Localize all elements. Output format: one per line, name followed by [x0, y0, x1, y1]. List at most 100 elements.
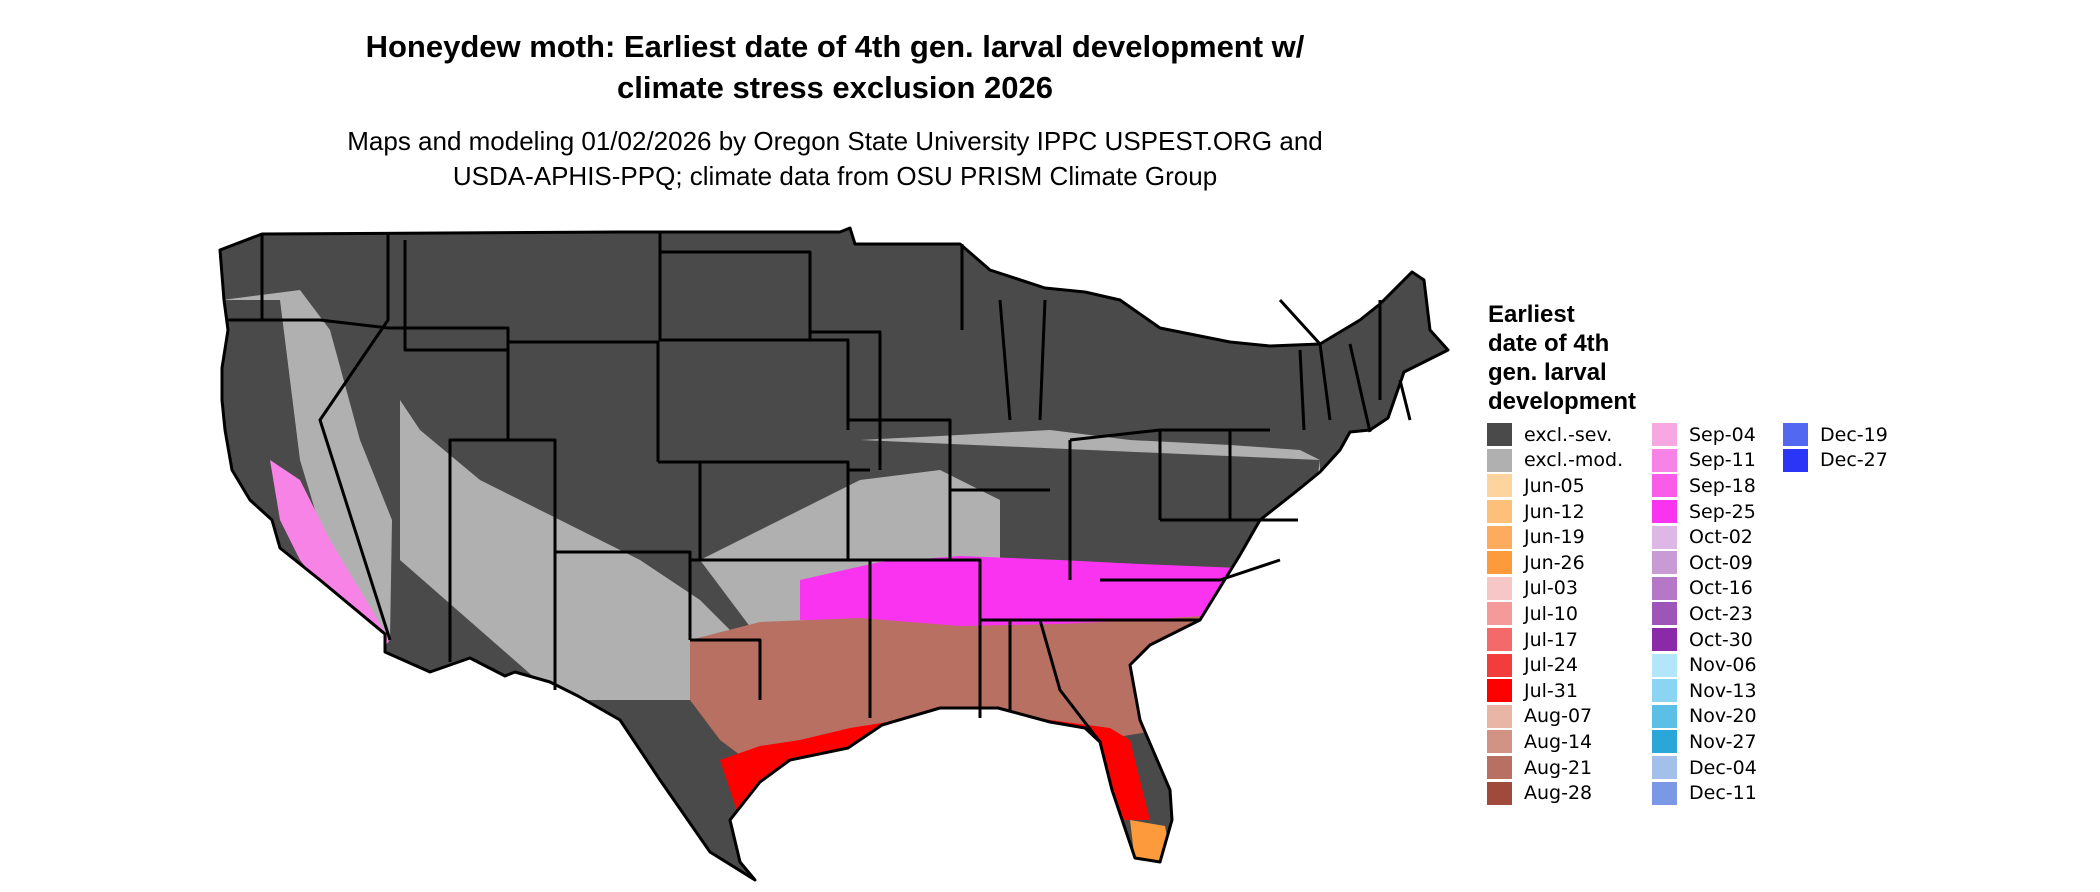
legend-item: Aug-28	[1487, 780, 1623, 806]
legend-swatch	[1487, 500, 1512, 524]
legend-label: Aug-14	[1524, 730, 1593, 753]
legend-swatch	[1652, 551, 1677, 575]
legend-item: Sep-11	[1652, 448, 1757, 474]
legend-column-1: excl.-sev. excl.-mod. Jun-05 Jun-12 Jun-19 Ju…	[1487, 422, 1623, 806]
legend-item: Jul-17	[1487, 627, 1623, 653]
legend-swatch	[1487, 781, 1512, 805]
legend-swatch	[1487, 474, 1512, 498]
map-title: Honeydew moth: Earliest date of 4th gen.…	[230, 26, 1440, 108]
legend-swatch	[1783, 423, 1808, 447]
legend-item: Aug-14	[1487, 729, 1623, 755]
legend-item: Oct-30	[1652, 627, 1757, 653]
map-fill-layer	[220, 228, 1448, 880]
legend-label: Oct-09	[1689, 551, 1753, 574]
legend-item: Aug-07	[1487, 704, 1623, 730]
legend-item: Sep-18	[1652, 473, 1757, 499]
legend-item: Jul-31	[1487, 678, 1623, 704]
legend-swatch	[1652, 448, 1677, 472]
legend-swatch	[1487, 551, 1512, 575]
legend-item: Sep-04	[1652, 422, 1757, 448]
legend-item: Oct-09	[1652, 550, 1757, 576]
legend-swatch	[1652, 704, 1677, 728]
legend-label: Sep-25	[1689, 500, 1756, 523]
legend-swatch	[1652, 653, 1677, 677]
legend-title-line-1: Earliest	[1488, 301, 1575, 328]
legend-item: Dec-19	[1783, 422, 1888, 448]
legend-swatch	[1487, 653, 1512, 677]
legend-label: Oct-30	[1689, 628, 1753, 651]
legend-label: Oct-16	[1689, 577, 1753, 600]
legend-item: Nov-13	[1652, 678, 1757, 704]
region-excl-mod-west	[222, 290, 392, 640]
region-sep-california	[270, 460, 390, 652]
legend-swatch	[1652, 602, 1677, 626]
legend-label: Oct-23	[1689, 602, 1753, 625]
interior-borders	[228, 232, 1412, 743]
legend-label: Dec-11	[1689, 782, 1757, 805]
legend-item: Sep-25	[1652, 499, 1757, 525]
legend-label: Jun-05	[1524, 474, 1585, 497]
region-sep-band	[800, 556, 1270, 630]
legend-title-line-2: date of 4th	[1488, 330, 1610, 357]
legend-swatch	[1487, 576, 1512, 600]
legend-label: Jun-19	[1524, 526, 1585, 549]
legend-label: Dec-04	[1689, 756, 1757, 779]
map-subtitle: Maps and modeling 01/02/2026 by Oregon S…	[230, 124, 1440, 194]
legend-item: Jun-05	[1487, 473, 1623, 499]
legend-swatch	[1487, 448, 1512, 472]
subtitle-line-1: Maps and modeling 01/02/2026 by Oregon S…	[347, 126, 1323, 156]
legend-column-3: Dec-19 Dec-27	[1783, 422, 1888, 473]
legend-label: Nov-27	[1689, 730, 1757, 753]
legend-item: Dec-27	[1783, 448, 1888, 474]
legend-label: Jul-03	[1524, 577, 1578, 600]
legend-item: Jul-10	[1487, 601, 1623, 627]
legend-swatch	[1487, 679, 1512, 703]
legend-swatch	[1487, 628, 1512, 652]
legend-item: Oct-02	[1652, 524, 1757, 550]
legend-item: Jul-03	[1487, 576, 1623, 602]
legend-item: Jul-24	[1487, 652, 1623, 678]
legend-item: Nov-27	[1652, 729, 1757, 755]
legend-swatch	[1652, 474, 1677, 498]
legend-title-line-3: gen. larval	[1488, 359, 1607, 386]
legend-swatch	[1652, 679, 1677, 703]
legend-label: Sep-11	[1689, 449, 1756, 472]
legend-label: Dec-19	[1820, 423, 1888, 446]
legend-item: Jun-12	[1487, 499, 1623, 525]
legend-item: Aug-21	[1487, 755, 1623, 781]
legend-item: Dec-11	[1652, 780, 1757, 806]
region-jun-southern-tip	[750, 820, 1172, 870]
title-line-2: climate stress exclusion 2026	[617, 70, 1053, 105]
legend-label: Jul-10	[1524, 602, 1578, 625]
legend-swatch	[1652, 525, 1677, 549]
legend-label: Jun-26	[1524, 551, 1585, 574]
legend-item: Oct-23	[1652, 601, 1757, 627]
legend-label: Jul-24	[1524, 654, 1578, 677]
legend-label: Oct-02	[1689, 526, 1753, 549]
state-borders	[218, 226, 1450, 882]
legend-label: Jul-31	[1524, 679, 1578, 702]
legend-item: Nov-20	[1652, 704, 1757, 730]
region-excl-mod	[400, 400, 1320, 700]
title-line-1: Honeydew moth: Earliest date of 4th gen.…	[365, 29, 1305, 64]
legend-label: Nov-06	[1689, 654, 1757, 677]
legend-swatch	[1487, 704, 1512, 728]
legend-swatch	[1652, 730, 1677, 754]
legend-label: Nov-13	[1689, 679, 1757, 702]
legend-swatch	[1652, 756, 1677, 780]
us-outline	[218, 226, 1450, 882]
legend-label: Sep-18	[1689, 474, 1756, 497]
legend-item: Nov-06	[1652, 652, 1757, 678]
legend-item: excl.-sev.	[1487, 422, 1623, 448]
legend-label: Jul-17	[1524, 628, 1578, 651]
legend-swatch	[1652, 576, 1677, 600]
legend-item: Jun-19	[1487, 524, 1623, 550]
legend-label: Aug-21	[1524, 756, 1593, 779]
legend-item: Oct-16	[1652, 576, 1757, 602]
legend-item: excl.-mod.	[1487, 448, 1623, 474]
legend-item: Dec-04	[1652, 755, 1757, 781]
legend-swatch	[1783, 448, 1808, 472]
legend-swatch	[1487, 730, 1512, 754]
legend-label: excl.-mod.	[1524, 449, 1624, 472]
